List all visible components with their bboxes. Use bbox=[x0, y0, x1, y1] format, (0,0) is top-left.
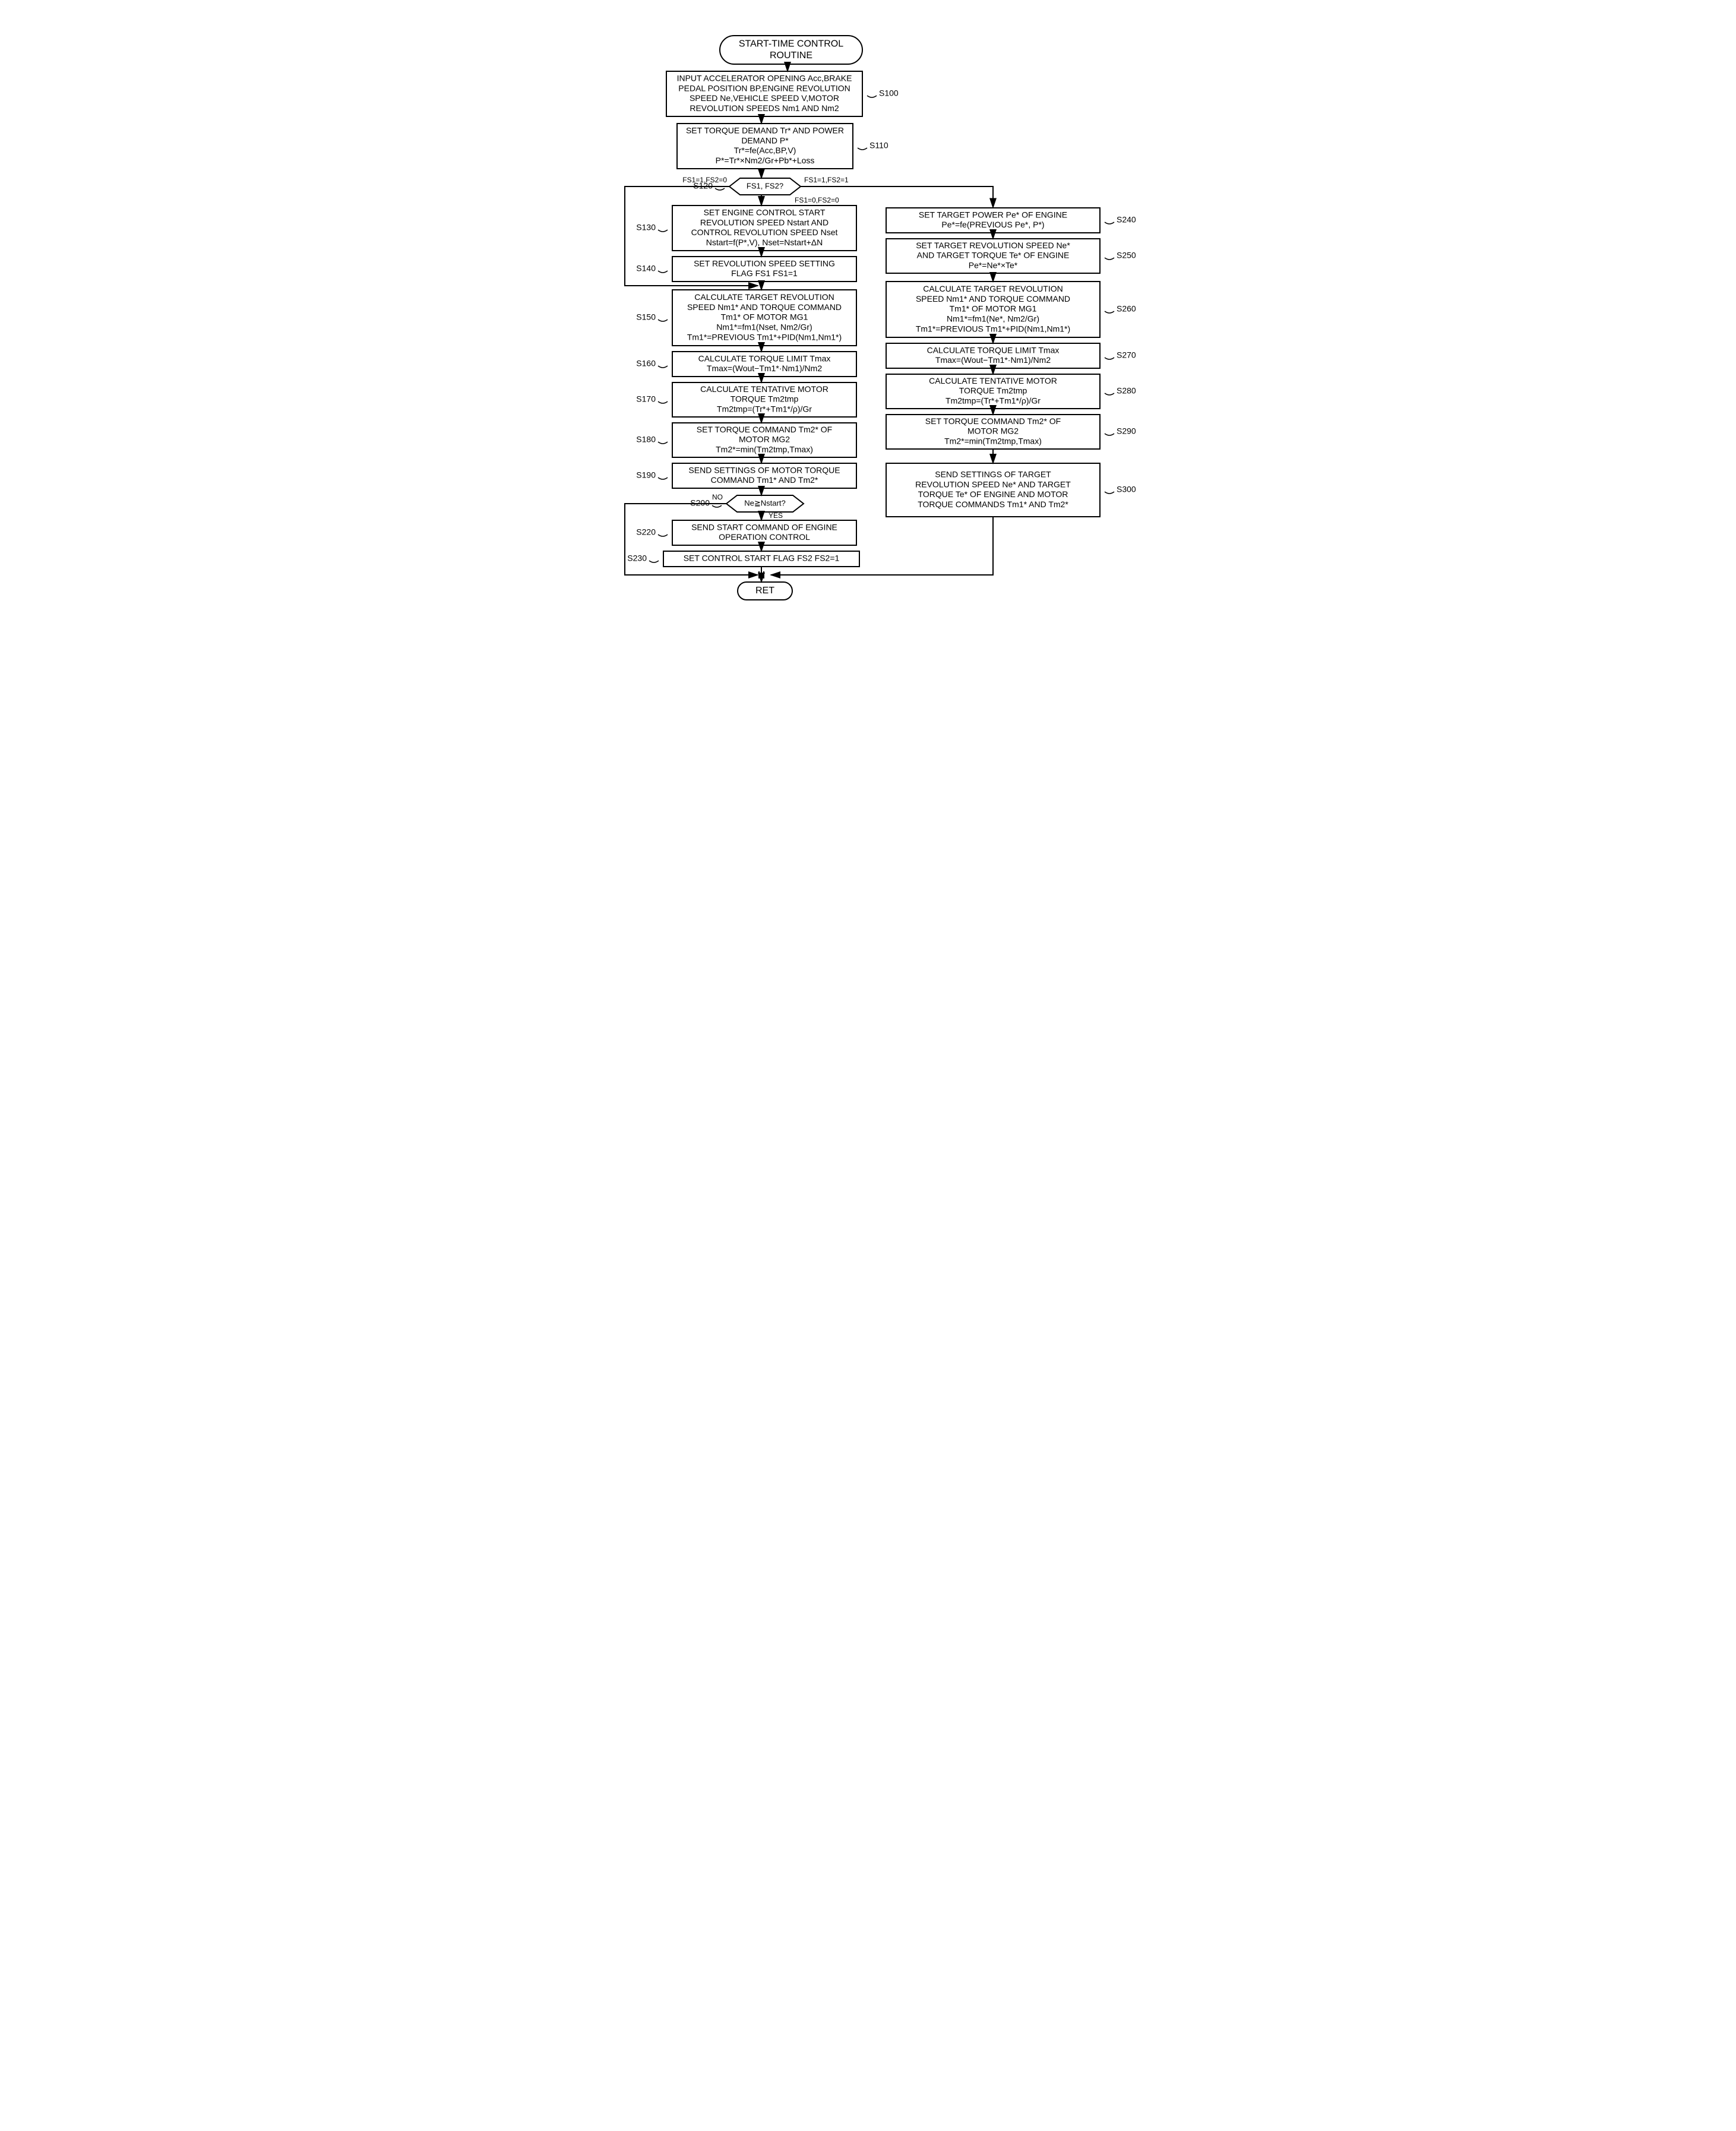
svg-text:SET TORQUE DEMAND Tr* AND POWE: SET TORQUE DEMAND Tr* AND POWER bbox=[685, 126, 843, 135]
svg-text:REVOLUTION SPEEDS Nm1 AND Nm2: REVOLUTION SPEEDS Nm1 AND Nm2 bbox=[690, 103, 839, 113]
label-s280: S280 bbox=[1117, 386, 1136, 396]
svg-text:YES: YES bbox=[769, 511, 783, 520]
svg-text:SET CONTROL START FLAG FS2 FS: SET CONTROL START FLAG FS2 FS2=1 bbox=[683, 554, 839, 563]
svg-text:START-TIME CONTROL: START-TIME CONTROL bbox=[738, 39, 843, 49]
svg-text:SPEED Nm1* AND TORQUE COMMAND: SPEED Nm1* AND TORQUE COMMAND bbox=[687, 302, 841, 312]
label-s110: S110 bbox=[869, 141, 888, 150]
svg-text:Tm1*=PREVIOUS Tm1*+PID(Nm1,Nm1: Tm1*=PREVIOUS Tm1*+PID(Nm1,Nm1*) bbox=[915, 324, 1070, 333]
svg-text:Ne≧Nstart?: Ne≧Nstart? bbox=[744, 498, 785, 507]
flowchart-svg: START-TIME CONTROLROUTINE INPUT ACCELERAT… bbox=[601, 24, 1136, 689]
svg-text:FLAG FS1 FS1=1: FLAG FS1 FS1=1 bbox=[731, 268, 798, 278]
label-s190: S190 bbox=[636, 470, 656, 480]
svg-text:OPERATION CONTROL: OPERATION CONTROL bbox=[719, 532, 810, 542]
label-s250: S250 bbox=[1117, 251, 1136, 260]
svg-text:Tmax=(Wout−Tm1*·Nm1)/Nm2: Tmax=(Wout−Tm1*·Nm1)/Nm2 bbox=[706, 363, 821, 373]
svg-text:Nm1*=fm1(Ne*, Nm2/Gr): Nm1*=fm1(Ne*, Nm2/Gr) bbox=[947, 314, 1039, 324]
svg-text:TORQUE Tm2tmp: TORQUE Tm2tmp bbox=[730, 394, 798, 404]
svg-text:SEND START COMMAND OF ENGINE: SEND START COMMAND OF ENGINE bbox=[691, 522, 837, 532]
svg-text:Tm2*=min(Tm2tmp,Tmax): Tm2*=min(Tm2tmp,Tmax) bbox=[716, 445, 813, 454]
svg-text:SET TARGET POWER Pe* OF ENGINE: SET TARGET POWER Pe* OF ENGINE bbox=[918, 210, 1067, 219]
svg-text:Tmax=(Wout−Tm1*·Nm1)/Nm2: Tmax=(Wout−Tm1*·Nm1)/Nm2 bbox=[935, 355, 1050, 365]
label-s270: S270 bbox=[1117, 350, 1136, 360]
svg-text:CALCULATE TORQUE LIMIT Tmax: CALCULATE TORQUE LIMIT Tmax bbox=[927, 345, 1059, 355]
svg-text:NO: NO bbox=[712, 493, 723, 501]
label-s150: S150 bbox=[636, 312, 656, 322]
svg-text:CALCULATE TARGET REVOLUTION: CALCULATE TARGET REVOLUTION bbox=[694, 292, 834, 302]
svg-text:Pe*=fe(PREVIOUS Pe*, P*): Pe*=fe(PREVIOUS Pe*, P*) bbox=[941, 220, 1044, 229]
label-s170: S170 bbox=[636, 394, 656, 404]
svg-text:DEMAND P*: DEMAND P* bbox=[741, 135, 789, 145]
svg-text:Tm2tmp=(Tr*+Tm1*/ρ)/Gr: Tm2tmp=(Tr*+Tm1*/ρ)/Gr bbox=[717, 404, 812, 414]
svg-text:RET: RET bbox=[755, 586, 774, 596]
svg-text:REVOLUTION SPEED Ne* AND TARGE: REVOLUTION SPEED Ne* AND TARGET bbox=[915, 479, 1071, 489]
svg-text:CALCULATE TORQUE LIMIT Tmax: CALCULATE TORQUE LIMIT Tmax bbox=[698, 353, 830, 363]
svg-text:Nm1*=fm1(Nset, Nm2/Gr): Nm1*=fm1(Nset, Nm2/Gr) bbox=[716, 323, 812, 332]
svg-text:SET REVOLUTION SPEED SETTING: SET REVOLUTION SPEED SETTING bbox=[694, 258, 835, 268]
label-s160: S160 bbox=[636, 359, 656, 368]
svg-text:CONTROL REVOLUTION SPEED Nset: CONTROL REVOLUTION SPEED Nset bbox=[691, 227, 837, 237]
svg-text:FS1, FS2?: FS1, FS2? bbox=[746, 181, 783, 190]
svg-text:Nstart=f(P*,V), Nset=Nstart+: Nstart=f(P*,V), Nset=Nstart+ΔN bbox=[706, 238, 822, 247]
svg-text:TORQUE Te* OF ENGINE AND MOTOR: TORQUE Te* OF ENGINE AND MOTOR bbox=[918, 489, 1068, 499]
svg-text:Tm1* OF MOTOR MG1: Tm1* OF MOTOR MG1 bbox=[949, 304, 1036, 314]
svg-text:REVOLUTION SPEED Nstart AND: REVOLUTION SPEED Nstart AND bbox=[700, 217, 828, 227]
svg-text:SET TARGET REVOLUTION SPEED Ne: SET TARGET REVOLUTION SPEED Ne* bbox=[916, 241, 1070, 250]
svg-text:SET TORQUE COMMAND Tm2* OF: SET TORQUE COMMAND Tm2* OF bbox=[925, 416, 1060, 426]
svg-text:SEND SETTINGS OF TARGET: SEND SETTINGS OF TARGET bbox=[935, 470, 1051, 479]
svg-text:FS1=0,FS2=0: FS1=0,FS2=0 bbox=[795, 196, 839, 204]
svg-text:TORQUE COMMANDS Tm1* AND Tm2*: TORQUE COMMANDS Tm1* AND Tm2* bbox=[918, 499, 1068, 509]
svg-text:Tm2*=min(Tm2tmp,Tmax): Tm2*=min(Tm2tmp,Tmax) bbox=[944, 437, 1042, 446]
svg-text:PEDAL POSITION BP,ENGINE REVOL: PEDAL POSITION BP,ENGINE REVOLUTION bbox=[678, 83, 850, 93]
label-s260: S260 bbox=[1117, 304, 1136, 314]
svg-text:COMMAND Tm1* AND Tm2*: COMMAND Tm1* AND Tm2* bbox=[710, 475, 818, 485]
label-s220: S220 bbox=[636, 527, 656, 537]
svg-text:CALCULATE TENTATIVE MOTOR: CALCULATE TENTATIVE MOTOR bbox=[700, 384, 829, 394]
label-s140: S140 bbox=[636, 264, 656, 273]
svg-text:Pe*=Ne*×Te*: Pe*=Ne*×Te* bbox=[968, 261, 1017, 270]
label-s230: S230 bbox=[627, 554, 647, 563]
svg-text:Tm1* OF MOTOR MG1: Tm1* OF MOTOR MG1 bbox=[720, 312, 808, 322]
svg-text:SPEED Ne,VEHICLE SPEED V,MOTOR: SPEED Ne,VEHICLE SPEED V,MOTOR bbox=[689, 93, 839, 103]
flowchart-diagram: START-TIME CONTROLROUTINE INPUT ACCELERAT… bbox=[601, 24, 1136, 689]
svg-text:INPUT ACCELERATOR OPENING Acc,: INPUT ACCELERATOR OPENING Acc,BRAKE bbox=[676, 74, 852, 83]
svg-text:ROUTINE: ROUTINE bbox=[770, 50, 812, 61]
label-s130: S130 bbox=[636, 223, 656, 232]
svg-text:SET ENGINE CONTROL START: SET ENGINE CONTROL START bbox=[703, 208, 825, 217]
svg-text:Tm1*=PREVIOUS Tm1*+PID(Nm1,Nm1: Tm1*=PREVIOUS Tm1*+PID(Nm1,Nm1*) bbox=[687, 332, 841, 342]
label-s200: S200 bbox=[690, 498, 710, 508]
label-s290: S290 bbox=[1117, 426, 1136, 436]
svg-text:AND TARGET TORQUE Te* OF ENGIN: AND TARGET TORQUE Te* OF ENGINE bbox=[916, 251, 1069, 260]
svg-text:Tr*=fe(Acc,BP,V): Tr*=fe(Acc,BP,V) bbox=[733, 146, 796, 155]
svg-text:Tm2tmp=(Tr*+Tm1*/ρ)/Gr: Tm2tmp=(Tr*+Tm1*/ρ)/Gr bbox=[946, 396, 1041, 406]
svg-text:P*=Tr*×Nm2/Gr+Pb*+Loss: P*=Tr*×Nm2/Gr+Pb*+Loss bbox=[715, 156, 814, 165]
svg-text:MOTOR MG2: MOTOR MG2 bbox=[967, 426, 1018, 436]
svg-text:CALCULATE TARGET REVOLUTION: CALCULATE TARGET REVOLUTION bbox=[923, 284, 1063, 293]
svg-text:CALCULATE TENTATIVE MOTOR: CALCULATE TENTATIVE MOTOR bbox=[929, 376, 1057, 385]
label-s180: S180 bbox=[636, 435, 656, 444]
label-s100: S100 bbox=[879, 88, 899, 98]
svg-text:MOTOR MG2: MOTOR MG2 bbox=[738, 435, 789, 444]
svg-text:SET TORQUE COMMAND Tm2* OF: SET TORQUE COMMAND Tm2* OF bbox=[696, 425, 831, 434]
label-s300: S300 bbox=[1117, 485, 1136, 494]
svg-text:FS1=1,FS2=1: FS1=1,FS2=1 bbox=[804, 176, 849, 184]
svg-text:FS1=1,FS2=0: FS1=1,FS2=0 bbox=[682, 176, 727, 184]
svg-text:SPEED Nm1* AND TORQUE COMMAND: SPEED Nm1* AND TORQUE COMMAND bbox=[915, 294, 1070, 303]
svg-text:TORQUE Tm2tmp: TORQUE Tm2tmp bbox=[959, 386, 1027, 396]
svg-text:SEND SETTINGS OF MOTOR TORQUE: SEND SETTINGS OF MOTOR TORQUE bbox=[688, 465, 840, 475]
label-s240: S240 bbox=[1117, 215, 1136, 225]
